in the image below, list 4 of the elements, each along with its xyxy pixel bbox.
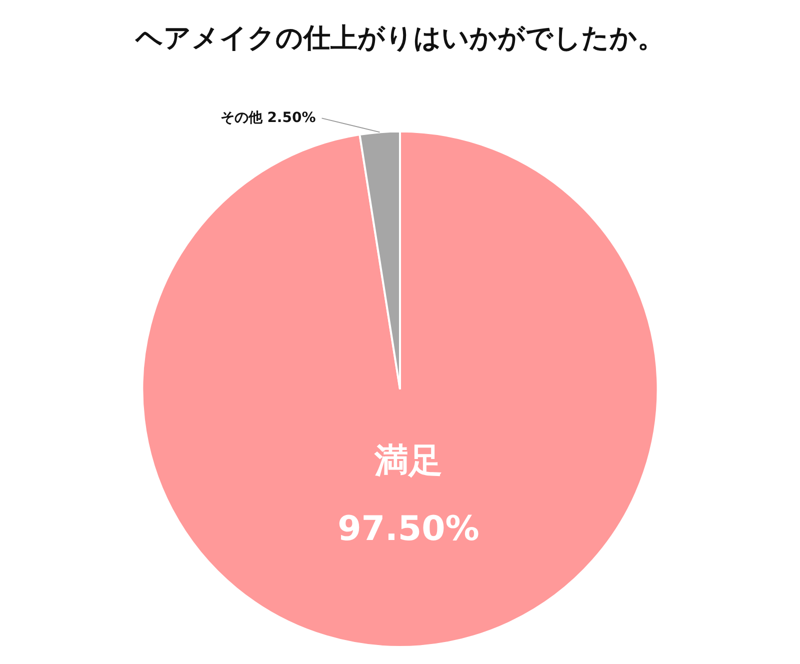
slice-label: 満足 — [373, 440, 442, 481]
slice-label: その他 2.50% — [220, 110, 316, 126]
chart-title: ヘアメイクの仕上がりはいかがでしたか。 — [134, 23, 664, 54]
data-label: 97.50% — [338, 508, 480, 549]
